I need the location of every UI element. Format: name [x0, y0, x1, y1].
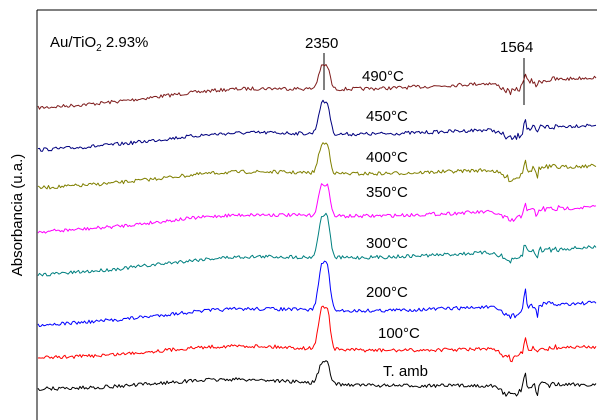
sample-label-prefix: Au/TiO — [50, 34, 96, 51]
peak-annotation-1564: 1564 — [500, 39, 533, 56]
trace-100c — [37, 305, 597, 363]
series-label-200c: 200°C — [366, 284, 408, 301]
peak-annotation-2350: 2350 — [305, 35, 338, 52]
trace-450c — [37, 99, 597, 152]
trace-tamb — [37, 360, 597, 397]
series-label-350c: 350°C — [366, 184, 408, 201]
sample-label-suffix: 2.93% — [102, 34, 149, 51]
series-label-100c: 100°C — [378, 325, 420, 342]
series-label-490c: 490°C — [362, 68, 404, 85]
sample-label-subscript: 2 — [96, 43, 102, 54]
y-axis-label: Absorbancia (u.a.) — [9, 154, 26, 277]
trace-200c — [37, 260, 597, 327]
sample-label: Au/TiO2 2.93% — [50, 34, 148, 54]
series-label-300c: 300°C — [366, 235, 408, 252]
trace-400c — [37, 142, 597, 190]
series-label-tamb: T. amb — [383, 363, 428, 380]
trace-350c — [37, 183, 597, 234]
series-label-400c: 400°C — [366, 149, 408, 166]
trace-490c — [37, 64, 597, 110]
series-label-450c: 450°C — [366, 108, 408, 125]
trace-300c — [37, 212, 597, 277]
